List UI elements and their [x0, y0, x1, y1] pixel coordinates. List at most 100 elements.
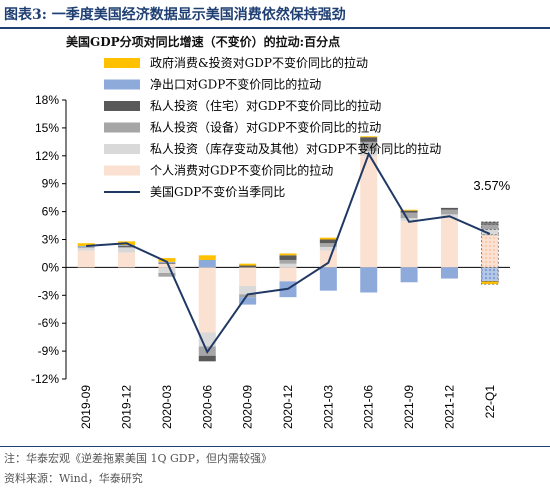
- chart-note: 注：华泰宏观《逆差拖累美国 1Q GDP，但内需较强》: [4, 452, 273, 465]
- bar-segment: [118, 246, 136, 248]
- legend-label: 政府消费&投资对GDP不变价同比的拉动: [150, 55, 368, 70]
- bar-segment: [440, 209, 458, 215]
- bar-segment: [158, 267, 176, 273]
- bar-segment: [400, 218, 418, 221]
- y-tick-label: 6%: [42, 205, 60, 219]
- legend-swatch: [104, 144, 140, 154]
- bar-segment: [198, 267, 216, 333]
- bar-segment: [360, 141, 378, 152]
- y-tick-label: 12%: [35, 149, 59, 163]
- y-tick-label: 9%: [42, 177, 60, 191]
- bar-segment: [319, 246, 337, 251]
- x-tick-label: 2021-09: [402, 385, 416, 429]
- bar-segment: [118, 247, 136, 253]
- bar-segment: [319, 267, 337, 291]
- bar-segment: [118, 246, 136, 247]
- legend-swatch: [104, 165, 140, 176]
- bar-segment: [400, 209, 418, 211]
- x-tick-label: 2019-09: [79, 385, 93, 429]
- bar-segment: [319, 243, 337, 247]
- x-tick-label: 2019-12: [120, 385, 134, 429]
- last-value-label: 3.57%: [473, 178, 510, 193]
- y-tick-label: -12%: [31, 372, 59, 386]
- legend-swatch: [104, 122, 140, 133]
- bar-segment: [279, 253, 297, 256]
- gdp-line: 3.57%: [86, 151, 511, 355]
- bar-segment: [158, 258, 176, 262]
- bar-segment: [198, 259, 216, 268]
- bar-segment: [440, 218, 458, 268]
- legend-label: 私人投资（住宅）对GDP不变价同比的拉动: [150, 98, 381, 113]
- bar-segment: [198, 355, 216, 362]
- bar-segment: [360, 136, 378, 138]
- bar-segment: [360, 267, 378, 293]
- bar-segment: [239, 267, 257, 286]
- y-tick-label: -3%: [38, 288, 60, 302]
- y-tick-label: 3%: [42, 233, 60, 247]
- bottom-rule: [0, 446, 550, 447]
- legend-label: 私人投资（设备）对GDP不变价同比的拉动: [150, 120, 381, 135]
- bar-segment: [158, 272, 176, 277]
- y-tick-label: 18%: [35, 93, 59, 107]
- legend: 政府消费&投资对GDP不变价同比的拉动净出口对GDP不变价同比的拉动私人投资（住…: [104, 55, 441, 199]
- bar-segment: [279, 263, 297, 268]
- bar-segment: [279, 259, 297, 264]
- x-tick-label: 2020-12: [281, 385, 295, 429]
- y-tick-label: -6%: [38, 316, 60, 330]
- title-rule: [0, 27, 550, 29]
- bar-segment: [360, 155, 378, 268]
- bar-segment: [118, 252, 136, 268]
- bar-segment: [118, 245, 136, 247]
- bar-segment: [481, 228, 499, 236]
- bar-segment: [319, 250, 337, 268]
- y-tick-label: -9%: [38, 344, 60, 358]
- bar-segment: [481, 281, 499, 285]
- legend-label: 个人消费对GDP不变价同比的拉动: [150, 163, 333, 178]
- bar-segment: [400, 210, 418, 213]
- legend-swatch: [104, 79, 140, 90]
- x-tick-label: 2021-12: [442, 385, 456, 429]
- x-tick-label: 2020-09: [241, 385, 255, 429]
- x-tick-label: 2021-03: [321, 385, 335, 429]
- y-tick-label: 15%: [35, 121, 59, 135]
- bar-segment: [279, 255, 297, 260]
- bar-segment: [400, 212, 418, 219]
- x-tick-label: 2020-03: [160, 385, 174, 429]
- figure-title: 图表3: 一季度美国经济数据显示美国消费依然保持强劲: [4, 7, 346, 23]
- bar-segment: [77, 246, 95, 247]
- bar-segment: [360, 137, 378, 142]
- legend-swatch: [104, 58, 140, 68]
- bar-segment: [440, 267, 458, 279]
- bar-segment: [279, 267, 297, 282]
- x-tick-label: 2021-06: [362, 385, 376, 429]
- bar-segment: [239, 265, 257, 268]
- bar-segment: [239, 286, 257, 295]
- bar-segment: [319, 237, 337, 240]
- bar-segment: [440, 207, 458, 210]
- bar-segment: [239, 263, 257, 266]
- bar-segment: [239, 297, 257, 305]
- legend-label: 私人投资（库存变动及其他）对GDP不变价同比的拉动: [150, 141, 441, 156]
- bar-segment: [158, 263, 176, 268]
- bar-segment: [77, 243, 95, 247]
- bar-segment: [481, 234, 499, 268]
- bar-segment: [400, 267, 418, 283]
- bar-segment: [481, 267, 499, 282]
- bar-segment: [319, 239, 337, 244]
- bar-segment: [77, 246, 95, 248]
- gdp-line-path: [86, 151, 491, 355]
- legend-swatch: [104, 101, 140, 111]
- chart-source: 资料来源：Wind，华泰研究: [4, 472, 143, 485]
- x-tick-label: 2020-06: [200, 385, 214, 429]
- bar-segment: [198, 255, 216, 260]
- y-tick-label: 0%: [42, 260, 60, 274]
- bar-segment: [481, 224, 499, 230]
- legend-label: 净出口对GDP不变价同比的拉动: [150, 77, 321, 92]
- bar-segment: [77, 250, 95, 268]
- bar-segment: [400, 220, 418, 268]
- legend-label: 美国GDP不变价当季同比: [150, 184, 285, 199]
- x-tick-label: 22-Q1: [483, 385, 497, 419]
- axis-labels: 18% 15% 12% 9% 6% 3% 0% -3% -6% -9% -12% 2019-09 201…: [31, 93, 497, 429]
- bar-segment: [77, 247, 95, 251]
